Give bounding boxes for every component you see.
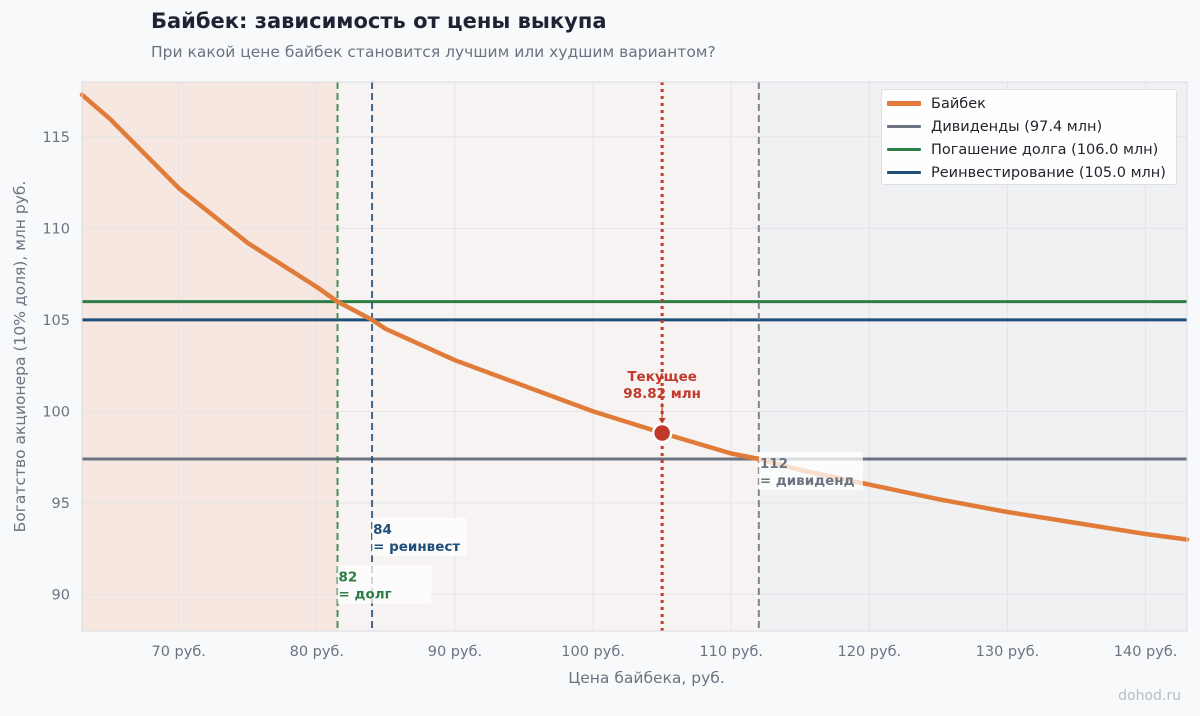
legend-item: Погашение долга (106.0 млн)	[882, 138, 1176, 161]
legend-item: Байбек	[882, 92, 1176, 115]
current-point	[651, 422, 673, 444]
x-tick-label: 140 руб.	[1114, 644, 1178, 660]
plot-frame	[81, 81, 1188, 632]
chart-subtitle: При какой цене байбек становится лучшим …	[151, 43, 716, 61]
legend-swatch	[887, 148, 921, 151]
y-tick-label: 95	[52, 496, 70, 512]
y-tick-label: 115	[42, 130, 70, 146]
threshold-label-text: = реинвест	[373, 539, 460, 555]
buyback-curve	[79, 92, 1190, 542]
watermark: dohod.ru	[1118, 688, 1181, 704]
shaded-region-0	[82, 82, 338, 631]
chart-title: Байбек: зависимость от цены выкупа	[151, 9, 607, 33]
x-tick-label: 90 руб.	[428, 644, 482, 660]
x-tick-label: 80 руб.	[290, 644, 344, 660]
threshold-label-text: = долг	[339, 587, 392, 603]
legend-label: Реинвестирование (105.0 млн)	[931, 164, 1166, 181]
threshold-label-bg	[337, 565, 432, 604]
current-arrow-head	[658, 418, 666, 424]
legend-item: Реинвестирование (105.0 млн)	[882, 161, 1176, 184]
x-tick-label: 120 руб.	[838, 644, 902, 660]
threshold-label-value: 112	[760, 456, 788, 472]
threshold-label-value: 82	[339, 570, 358, 586]
legend-label: Байбек	[931, 95, 986, 112]
y-tick-label: 100	[42, 404, 70, 420]
legend-swatch	[887, 171, 921, 174]
legend-swatch	[887, 101, 921, 106]
y-tick-label: 90	[52, 587, 70, 603]
chart-legend: Байбек Дивиденды (97.4 млн) Погашение долг…	[881, 89, 1177, 185]
threshold-label-bg	[372, 518, 467, 557]
x-tick-label: 100 руб.	[561, 644, 625, 660]
x-tick-label: 70 руб.	[151, 644, 205, 660]
threshold-label-bg	[758, 452, 863, 491]
x-tick-label: 110 руб.	[699, 644, 763, 660]
threshold-label-value: 84	[373, 522, 392, 538]
x-axis-label: Цена байбека, руб.	[568, 669, 725, 687]
y-tick-label: 110	[42, 221, 70, 237]
legend-label: Дивиденды (97.4 млн)	[931, 118, 1103, 135]
threshold-label-text: = дивиденд	[760, 473, 855, 489]
y-axis-label: Богатство акционера (10% доля), млн руб.	[11, 181, 29, 533]
legend-item: Дивиденды (97.4 млн)	[882, 115, 1176, 138]
legend-label: Погашение долга (106.0 млн)	[931, 141, 1159, 158]
y-tick-label: 105	[42, 313, 70, 329]
x-tick-label: 130 руб.	[976, 644, 1040, 660]
current-label-title: Текущее	[627, 369, 697, 385]
legend-swatch	[887, 125, 921, 128]
current-label-value: 98.82 млн	[623, 386, 701, 402]
